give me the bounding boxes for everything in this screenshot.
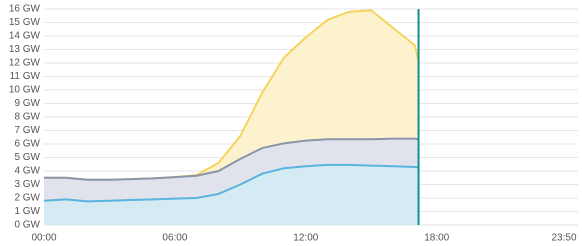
y-tick-label: 15 GW [9, 17, 41, 28]
y-tick-label: 10 GW [9, 85, 41, 96]
y-tick-label: 9 GW [14, 98, 40, 109]
area-line [43, 163, 419, 203]
y-tick-label: 1 GW [14, 206, 40, 217]
area-line [44, 137, 419, 181]
y-tick-label: 14 GW [9, 31, 41, 42]
area-fill [44, 164, 419, 225]
x-tick-label: 00:00 [31, 233, 56, 244]
y-tick-label: 12 GW [9, 58, 41, 69]
y-tick-label: 6 GW [14, 139, 40, 150]
x-tick-label: 18:00 [424, 233, 449, 244]
y-tick-label: 0 GW [14, 220, 40, 231]
x-tick-label: 06:00 [162, 233, 187, 244]
y-tick-label: 4 GW [14, 166, 40, 177]
x-tick-label: 23:50 [551, 233, 576, 244]
y-tick-label: 3 GW [14, 179, 40, 190]
y-tick-label: 13 GW [9, 44, 41, 55]
y-tick-label: 11 GW [10, 71, 41, 82]
x-tick-label: 12:00 [293, 233, 318, 244]
y-tick-label: 7 GW [14, 125, 40, 136]
y-tick-label: 8 GW [14, 112, 40, 123]
y-tick-label: 5 GW [14, 152, 40, 163]
y-tick-label: 16 GW [9, 4, 41, 15]
y-tick-label: 2 GW [14, 193, 40, 204]
